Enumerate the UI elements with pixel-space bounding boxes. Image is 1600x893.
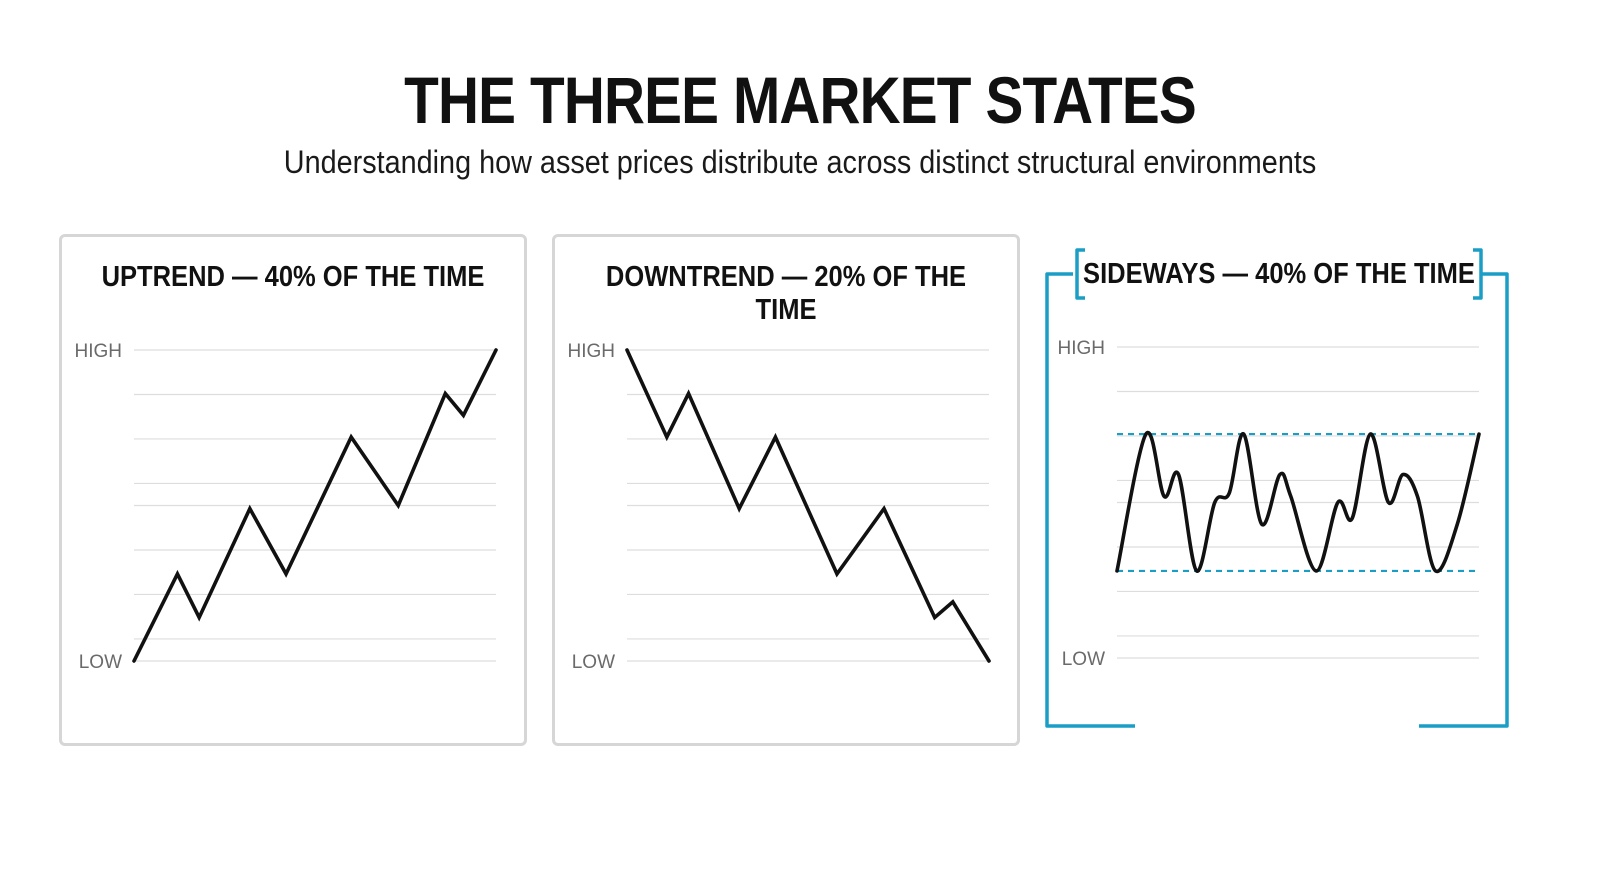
title-bracket-left [1075, 248, 1085, 300]
y-label-high: HIGH [568, 341, 616, 362]
y-label-high: HIGH [1058, 338, 1106, 359]
sideways-bracket-frame [1045, 248, 1509, 728]
bracket-left [1045, 272, 1135, 728]
uptrend-title: UPTREND — 40% OF THE TIME [101, 261, 485, 293]
price-line [625, 348, 991, 663]
y-label-low: LOW [1062, 649, 1105, 670]
uptrend-chart: HIGH LOW [75, 341, 498, 673]
sideways-chart: HIGH LOW [1058, 338, 1481, 670]
sideways-title: SIDEWAYS — 40% OF THE TIME [1083, 258, 1475, 290]
bracket-right [1419, 272, 1509, 728]
title-bracket-right [1473, 248, 1483, 300]
downtrend-panel: DOWNTREND — 20% OF THE TIME HIGH LOW [552, 234, 1020, 746]
page-subtitle: Understanding how asset prices distribut… [283, 144, 1317, 180]
price-line [1115, 430, 1481, 573]
uptrend-panel: UPTREND — 40% OF THE TIME HIGH LOW [59, 234, 527, 746]
y-label-low: LOW [572, 652, 615, 673]
downtrend-title: DOWNTREND — 20% OF THE TIME [605, 261, 967, 326]
price-line [132, 348, 498, 663]
y-label-high: HIGH [75, 341, 123, 362]
page-title: THE THREE MARKET STATES [404, 63, 1197, 137]
downtrend-chart: HIGH LOW [568, 341, 991, 673]
y-label-low: LOW [79, 652, 122, 673]
sideways-panel: SIDEWAYS — 40% OF THE TIME HIGH LOW [1045, 234, 1513, 746]
